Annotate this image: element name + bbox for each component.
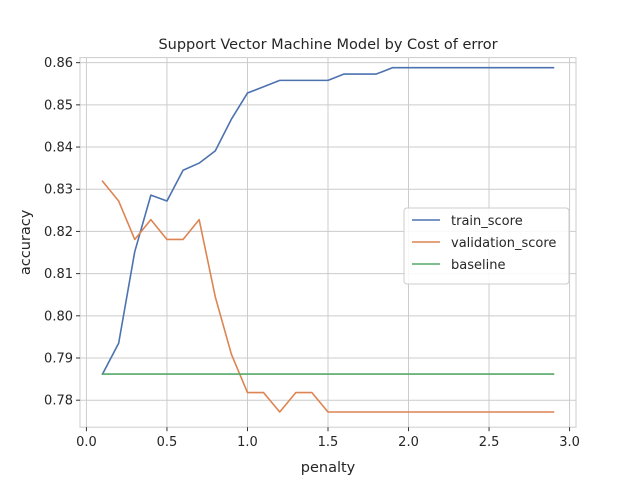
chart-title: Support Vector Machine Model by Cost of … (158, 37, 497, 53)
y-tick-label: 0.85 (44, 98, 73, 113)
legend-label: baseline (451, 258, 505, 273)
x-tick-label: 1.5 (318, 435, 339, 450)
y-tick-label: 0.84 (44, 141, 73, 156)
x-tick-label: 3.0 (559, 435, 580, 450)
y-axis-label: accuracy (18, 209, 34, 275)
y-axis-ticks: 0.78 0.79 0.80 0.81 0.82 0.83 0.84 0.85 0.86 (44, 56, 80, 409)
y-tick-label: 0.78 (44, 394, 73, 409)
legend-box (403, 207, 570, 285)
y-tick-label: 0.80 (44, 309, 73, 324)
y-tick-label: 0.83 (44, 183, 73, 198)
series-line-train-score (101, 66, 555, 376)
series-layer (101, 66, 555, 413)
grid (80, 57, 576, 428)
legend-label: validation_score (451, 236, 556, 251)
y-tick-label: 0.82 (44, 225, 73, 240)
x-axis-ticks: 0.0 0.5 1.0 1.5 2.0 2.5 3.0 (76, 427, 580, 450)
x-tick-label: 2.0 (398, 435, 419, 450)
x-tick-label: 2.5 (479, 435, 500, 450)
x-axis-label: penalty (301, 460, 356, 476)
legend-label: train_score (451, 214, 523, 229)
y-tick-label: 0.81 (44, 267, 73, 282)
legend: train_score validation_score baseline (403, 207, 570, 285)
x-tick-label: 0.0 (76, 435, 97, 450)
x-tick-label: 1.0 (237, 435, 258, 450)
y-tick-label: 0.86 (44, 56, 73, 71)
y-tick-label: 0.79 (44, 352, 73, 367)
series-line-validation-score (101, 180, 555, 413)
x-tick-label: 0.5 (157, 435, 178, 450)
